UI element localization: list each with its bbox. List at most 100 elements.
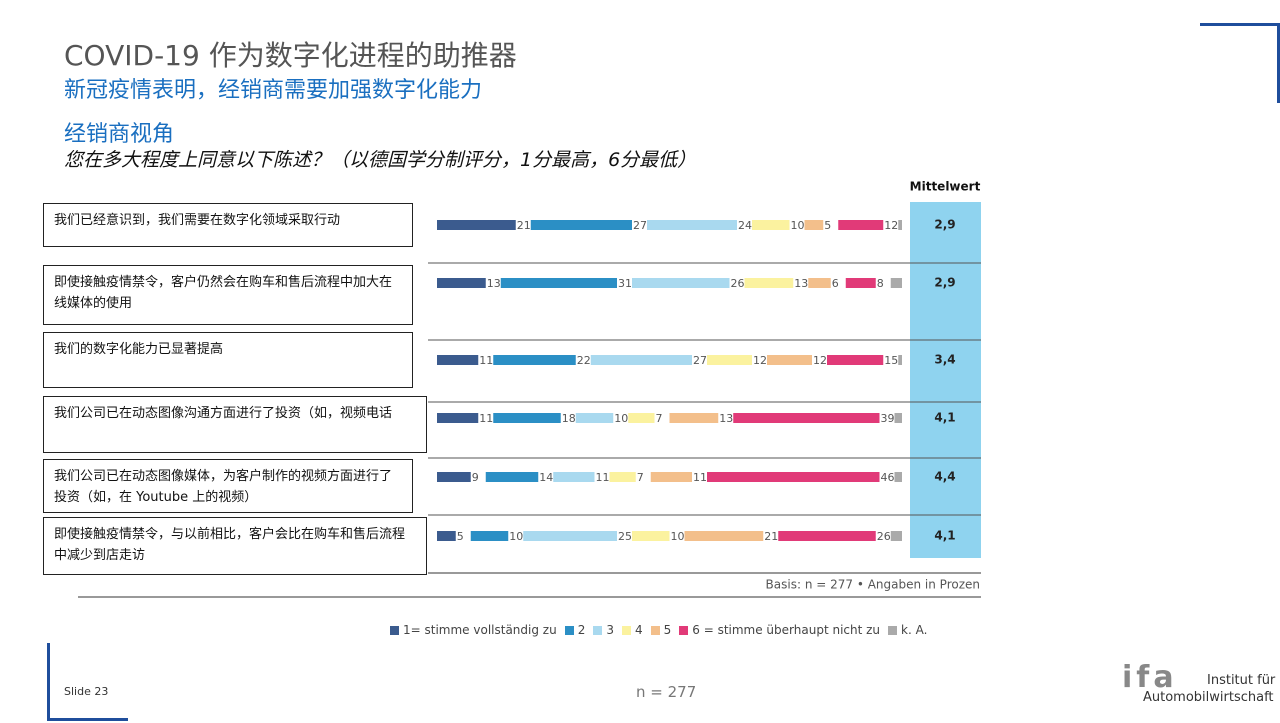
mean-value: 4,1 <box>934 411 955 425</box>
data-label: 24 <box>738 219 752 232</box>
legend-label: 5 <box>663 623 672 637</box>
bar-segment <box>890 278 902 288</box>
bar-segment <box>437 472 471 482</box>
bar-segment <box>767 355 812 365</box>
accent <box>1200 23 1280 103</box>
row-label: 我们公司已在动态图像媒体，为客户制作的视频方面进行了投资（如，在 Youtube… <box>43 459 413 513</box>
bar-segment <box>609 472 636 482</box>
data-label: 13 <box>719 412 733 425</box>
data-label: 46 <box>881 471 895 484</box>
data-label: 8 <box>877 277 884 290</box>
bar-segment <box>647 220 737 230</box>
bar-segment <box>778 531 876 541</box>
bar-segment <box>894 472 902 482</box>
legend-item: 5 <box>650 623 672 637</box>
legend-item: 6 = stimme überhaupt nicht zu <box>679 623 880 637</box>
data-label: 5 <box>824 219 831 232</box>
legend: 1= stimme vollständig zu 2 3 4 5 6 = stimme ü… <box>390 623 935 638</box>
data-label: 18 <box>562 412 576 425</box>
mean-title: Mittelwert <box>910 180 981 194</box>
legend-swatch <box>564 625 574 635</box>
data-label: 27 <box>693 354 707 367</box>
bar-segment <box>590 355 692 365</box>
bar-segment <box>437 413 479 423</box>
data-label: 26 <box>877 530 891 543</box>
section: 经销商视角 <box>64 122 175 147</box>
data-label: 31 <box>618 277 632 290</box>
legend-label: 6 = stimme überhaupt nicht zu <box>692 623 881 637</box>
bar-segment <box>437 278 486 288</box>
subtitle: 新冠疫情表明，经销商需要加强数字化能力 <box>64 78 483 103</box>
data-label: 12 <box>753 354 767 367</box>
accent <box>47 643 128 721</box>
bar-segment <box>827 355 884 365</box>
bar-segment <box>628 413 655 423</box>
mean-value: 4,4 <box>934 470 955 484</box>
data-label: 15 <box>884 354 898 367</box>
data-label: 21 <box>764 530 778 543</box>
mean-value: 4,1 <box>934 529 955 543</box>
bar-segment <box>845 278 876 288</box>
legend-swatch <box>679 625 689 635</box>
bar-segment <box>650 472 692 482</box>
logo: ifa <box>1122 660 1178 695</box>
legend-swatch <box>650 625 660 635</box>
slide-number: Slide 23 <box>64 685 109 698</box>
legend-label: 3 <box>606 623 614 637</box>
mean-value: 2,9 <box>934 276 955 290</box>
data-label: 11 <box>596 471 610 484</box>
data-label: 10 <box>671 530 685 543</box>
mean-value: 2,9 <box>934 218 955 232</box>
bar-segment <box>493 355 576 365</box>
bar-segment <box>804 220 824 230</box>
row-label: 我们已经意识到，我们需要在数字化领域采取行动 <box>43 203 413 247</box>
title: COVID-19 作为数字化进程的助推器 <box>64 39 517 72</box>
bar-segment <box>707 472 880 482</box>
row-label: 即使接触疫情禁令，与以前相比，客户会比在购车和售后流程中减少到店走访 <box>43 517 427 575</box>
row-label: 我们公司已在动态图像沟通方面进行了投资（如，视频电话 <box>43 396 427 453</box>
bar-segment <box>707 355 752 365</box>
legend-swatch <box>593 625 603 635</box>
bar-segment <box>684 531 764 541</box>
bar-segment <box>437 355 479 365</box>
data-label: 21 <box>517 219 531 232</box>
chart: Mittelwert Basis: n = 277 • Angaben in P… <box>78 180 981 598</box>
question: 您在多大程度上同意以下陈述？（以德国学分制评分，1分最高，6分最低） <box>64 149 697 171</box>
data-label: 7 <box>637 471 644 484</box>
bar-segment <box>733 413 880 423</box>
data-label: 22 <box>577 354 591 367</box>
legend-label: 1= stimme vollständig zu <box>403 623 557 637</box>
data-label: 5 <box>457 530 464 543</box>
data-label: 10 <box>614 412 628 425</box>
legend-item: 4 <box>621 623 643 637</box>
bar-segment <box>437 220 516 230</box>
data-label: 12 <box>813 354 827 367</box>
data-label: 13 <box>487 277 501 290</box>
bar-segment <box>890 531 902 541</box>
legend-swatch <box>888 625 898 635</box>
bar-segment <box>632 531 670 541</box>
data-label: 27 <box>633 219 647 232</box>
legend-item: 3 <box>593 623 614 637</box>
bar-segment <box>575 413 614 423</box>
bar-segment <box>523 531 617 541</box>
legend-label: 4 <box>634 623 643 637</box>
legend-swatch <box>621 625 631 635</box>
row-label: 我们的数字化能力已显著提高 <box>43 332 413 388</box>
data-label: 9 <box>472 471 479 484</box>
row-label: 即使接触疫情禁令，客户仍然会在购车和售后流程中加大在线媒体的使用 <box>43 265 413 325</box>
mean-column <box>910 202 981 558</box>
bar-segment <box>898 220 902 230</box>
basis: Basis: n = 277 • Angaben in Prozen <box>766 578 980 592</box>
data-label: 11 <box>693 471 707 484</box>
data-label: 12 <box>884 219 898 232</box>
legend-item: 1= stimme vollständig zu <box>390 623 557 637</box>
bar-segment <box>500 278 617 288</box>
legend-swatch <box>390 625 399 635</box>
mean-value: 3,4 <box>934 353 955 367</box>
bar-segment <box>437 531 456 541</box>
bar-segment <box>632 278 730 288</box>
legend-label: k. A. <box>901 623 928 637</box>
data-label: 11 <box>479 354 493 367</box>
